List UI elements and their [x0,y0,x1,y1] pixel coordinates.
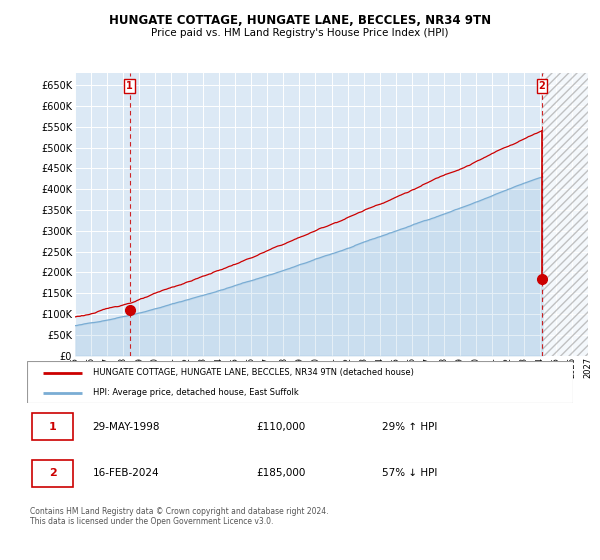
FancyBboxPatch shape [32,413,73,440]
Text: HUNGATE COTTAGE, HUNGATE LANE, BECCLES, NR34 9TN: HUNGATE COTTAGE, HUNGATE LANE, BECCLES, … [109,14,491,27]
Text: £185,000: £185,000 [256,468,305,478]
Text: £110,000: £110,000 [256,422,305,432]
Text: 16-FEB-2024: 16-FEB-2024 [92,468,159,478]
Text: 1: 1 [49,422,56,432]
Text: HUNGATE COTTAGE, HUNGATE LANE, BECCLES, NR34 9TN (detached house): HUNGATE COTTAGE, HUNGATE LANE, BECCLES, … [92,368,413,377]
Text: HPI: Average price, detached house, East Suffolk: HPI: Average price, detached house, East… [92,388,298,397]
Text: 1: 1 [126,81,133,91]
Text: 29-MAY-1998: 29-MAY-1998 [92,422,160,432]
Text: 2: 2 [49,468,56,478]
FancyBboxPatch shape [27,361,573,403]
Text: 2: 2 [538,81,545,91]
Text: 57% ↓ HPI: 57% ↓ HPI [382,468,437,478]
Text: Contains HM Land Registry data © Crown copyright and database right 2024.
This d: Contains HM Land Registry data © Crown c… [30,507,329,526]
FancyBboxPatch shape [32,460,73,487]
Text: 29% ↑ HPI: 29% ↑ HPI [382,422,437,432]
Text: Price paid vs. HM Land Registry's House Price Index (HPI): Price paid vs. HM Land Registry's House … [151,28,449,38]
